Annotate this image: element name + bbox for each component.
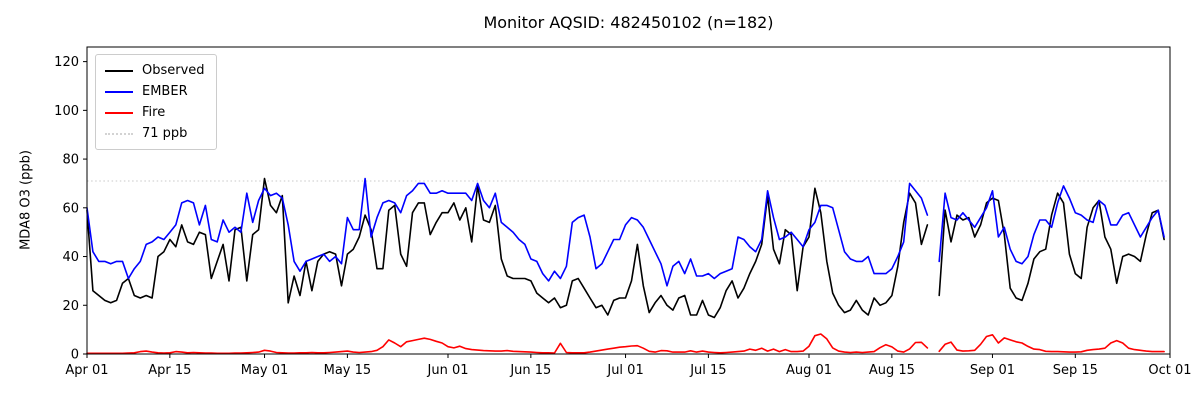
y-tick-label: 120: [54, 55, 79, 70]
x-tick-label: Sep 15: [1053, 363, 1098, 378]
legend-label-observed: Observed: [142, 63, 205, 78]
y-tick-label: 20: [62, 299, 79, 314]
axes-box: [86, 46, 1171, 355]
x-tick-label: Sep 01: [970, 363, 1015, 378]
x-tick-label: Aug 15: [869, 363, 915, 378]
x-tick-label: Jul 15: [689, 363, 726, 378]
legend-label-threshold: 71 ppb: [142, 126, 188, 141]
ember-line: [86, 177, 1165, 287]
observed-line: [86, 177, 1165, 319]
x-tick-label: Jun 01: [427, 363, 469, 378]
legend-label-fire: Fire: [142, 105, 166, 120]
y-tick-label: 80: [62, 153, 79, 168]
legend-item-fire: Fire: [96, 102, 216, 123]
threshold-line-swatch: [105, 132, 133, 135]
fire-line-swatch: [105, 111, 133, 114]
y-tick-label: 100: [54, 104, 79, 119]
legend-item-observed: Observed: [96, 60, 216, 81]
x-tick-label: Jul 01: [606, 363, 643, 378]
fire-line: [86, 333, 1165, 355]
chart-title: Monitor AQSID: 482450102 (n=182): [483, 13, 774, 32]
ember-line-swatch: [105, 90, 133, 93]
legend-label-ember: EMBER: [142, 84, 188, 99]
y-tick-label: 0: [71, 348, 79, 363]
legend: Observed EMBER Fire 71 ppb: [95, 54, 217, 150]
legend-item-threshold: 71 ppb: [96, 123, 216, 144]
y-axis-label: MDA8 O3 (ppb): [18, 150, 34, 250]
y-tick-label: 60: [62, 201, 79, 216]
x-tick-label: Jun 15: [509, 363, 551, 378]
x-tick-label: Apr 15: [148, 363, 191, 378]
x-tick-label: Aug 01: [786, 363, 832, 378]
x-tick-label: May 01: [241, 363, 289, 378]
x-tick-label: Apr 01: [65, 363, 108, 378]
y-tick-label: 40: [62, 250, 79, 265]
x-tick-label: May 15: [324, 363, 372, 378]
observed-line-swatch: [105, 69, 133, 72]
legend-item-ember: EMBER: [96, 81, 216, 102]
x-tick-label: Oct 01: [1148, 363, 1191, 378]
